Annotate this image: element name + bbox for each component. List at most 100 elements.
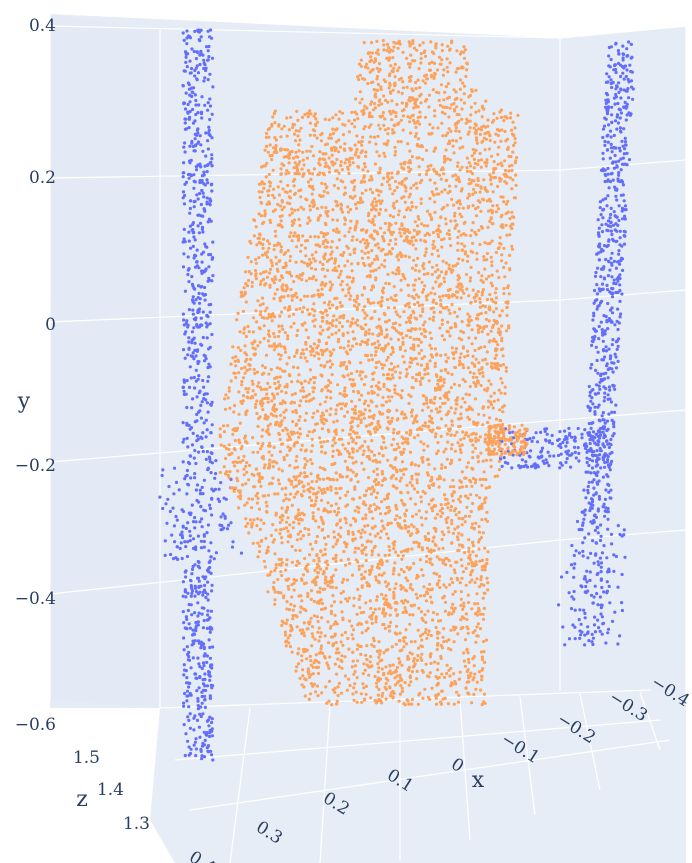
scatter-point bbox=[244, 282, 248, 286]
scatter-point bbox=[582, 608, 586, 612]
scatter-point bbox=[310, 398, 314, 402]
scatter-point bbox=[548, 454, 552, 458]
scatter-point bbox=[271, 523, 275, 527]
scatter-point bbox=[619, 74, 623, 79]
scatter-point bbox=[608, 216, 612, 220]
scatter-point bbox=[377, 381, 381, 385]
scatter-point bbox=[185, 492, 189, 496]
scatter-point bbox=[302, 634, 306, 638]
scatter-point bbox=[183, 588, 187, 592]
scatter-point bbox=[353, 228, 357, 232]
scatter-point bbox=[286, 445, 290, 449]
scatter-point bbox=[482, 413, 486, 417]
scatter-point bbox=[542, 461, 547, 465]
scatter-point bbox=[331, 557, 335, 561]
scatter-point bbox=[439, 466, 444, 470]
scatter-point bbox=[377, 687, 381, 692]
scatter-point bbox=[371, 377, 375, 382]
scatter-point bbox=[481, 288, 485, 292]
scatter-point bbox=[459, 98, 463, 102]
scatter-point bbox=[444, 217, 448, 221]
scatter-point bbox=[605, 179, 610, 183]
scatter-point bbox=[353, 321, 357, 325]
scatter-point bbox=[474, 292, 478, 296]
scatter-point bbox=[583, 616, 587, 620]
scatter-point bbox=[196, 51, 200, 55]
scatter-point bbox=[348, 561, 352, 566]
scatter-point bbox=[326, 620, 330, 624]
scatter-point bbox=[324, 542, 328, 547]
scatter-point bbox=[364, 424, 368, 428]
scatter-point bbox=[383, 154, 387, 158]
scatter-point bbox=[244, 464, 248, 468]
scatter-point bbox=[375, 150, 379, 154]
scatter-point bbox=[591, 340, 595, 344]
scatter-point bbox=[600, 414, 604, 418]
series-blue-points bbox=[158, 28, 635, 762]
scatter-point bbox=[195, 128, 199, 132]
scatter-point bbox=[596, 571, 600, 576]
scatter-point bbox=[464, 484, 469, 488]
scatter-point bbox=[205, 170, 209, 174]
scatter-point bbox=[579, 633, 583, 637]
scatter-point bbox=[438, 409, 442, 413]
scatter-point bbox=[481, 477, 485, 481]
scatter-point bbox=[263, 396, 267, 400]
scatter-point bbox=[188, 71, 192, 75]
scatter-point bbox=[431, 286, 435, 290]
scatter-point bbox=[614, 340, 619, 344]
scatter-point bbox=[194, 590, 199, 594]
scatter-point bbox=[291, 156, 296, 160]
scatter-point bbox=[489, 382, 493, 386]
scatter-point bbox=[312, 411, 316, 415]
scatter-point bbox=[460, 320, 464, 324]
scatter-point bbox=[298, 676, 302, 681]
scatter-point bbox=[351, 161, 355, 165]
scatter-point bbox=[185, 421, 189, 425]
scatter-point bbox=[397, 271, 401, 276]
scatter-point bbox=[434, 280, 438, 284]
scatter-point bbox=[281, 327, 285, 331]
scatter-point bbox=[474, 554, 478, 558]
scatter-point bbox=[206, 49, 210, 53]
scatter-point bbox=[196, 410, 201, 414]
scatter-point bbox=[385, 328, 389, 332]
scatter-point bbox=[622, 152, 626, 156]
scatter-point bbox=[594, 442, 599, 446]
scatter-point bbox=[374, 268, 378, 272]
scatter-point bbox=[435, 647, 439, 652]
scatter-point bbox=[334, 412, 338, 416]
scatter-point bbox=[266, 424, 270, 428]
scatter-point bbox=[181, 84, 185, 88]
scatter-point bbox=[547, 464, 551, 468]
scatter-point bbox=[382, 142, 386, 146]
scatter-point bbox=[205, 618, 209, 622]
scatter-point bbox=[318, 150, 322, 154]
scatter-point bbox=[388, 187, 392, 191]
scatter-point bbox=[486, 386, 490, 390]
scatter-point bbox=[474, 336, 478, 340]
scatter-point bbox=[622, 528, 626, 532]
scatter-point bbox=[480, 293, 484, 297]
scatter-point bbox=[422, 442, 426, 446]
scatter-point bbox=[361, 453, 365, 457]
scatter-point bbox=[289, 274, 294, 278]
scatter-point bbox=[616, 327, 620, 332]
scatter-point bbox=[313, 235, 317, 239]
scatter-point bbox=[247, 497, 251, 501]
scatter-point bbox=[309, 503, 313, 508]
scatter-point bbox=[502, 119, 506, 123]
scatter-point bbox=[360, 549, 364, 553]
scatter-point bbox=[295, 538, 299, 542]
scatter-point bbox=[610, 311, 615, 315]
scatter-point bbox=[532, 463, 536, 467]
scatter-point bbox=[445, 65, 449, 69]
scatter-point bbox=[337, 665, 341, 669]
scatter-point bbox=[470, 522, 474, 526]
scatter-point bbox=[187, 230, 191, 234]
scatter-point bbox=[266, 339, 270, 343]
scatter-point bbox=[460, 523, 464, 527]
scatter-point bbox=[200, 694, 204, 699]
scatter-point bbox=[425, 298, 429, 302]
scatter-point bbox=[383, 335, 387, 339]
